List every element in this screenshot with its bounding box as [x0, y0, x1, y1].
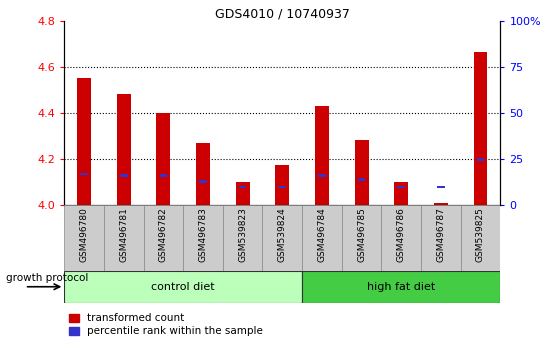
Bar — [315, 106, 329, 205]
Bar — [397, 185, 405, 188]
Bar — [64, 271, 302, 303]
Bar — [104, 205, 144, 271]
Text: GSM496781: GSM496781 — [119, 207, 128, 262]
Bar — [239, 185, 247, 188]
Bar — [196, 143, 210, 205]
Bar — [437, 185, 444, 188]
Text: GSM496782: GSM496782 — [159, 207, 168, 262]
Text: GSM539824: GSM539824 — [278, 207, 287, 262]
Text: GSM496783: GSM496783 — [198, 207, 207, 262]
Bar — [144, 205, 183, 271]
Bar — [318, 175, 326, 177]
Text: GSM496780: GSM496780 — [79, 207, 89, 262]
Text: GSM539823: GSM539823 — [238, 207, 247, 262]
Bar — [263, 205, 302, 271]
Text: GSM496784: GSM496784 — [318, 207, 326, 262]
Bar — [80, 173, 88, 175]
Bar — [236, 182, 249, 205]
Bar — [358, 178, 366, 181]
Bar — [159, 175, 167, 177]
Bar — [381, 205, 421, 271]
Bar — [199, 180, 207, 183]
Bar — [183, 205, 223, 271]
Bar — [477, 158, 484, 161]
Bar — [276, 165, 289, 205]
Bar — [64, 205, 104, 271]
Bar — [157, 113, 170, 205]
Bar — [120, 175, 127, 177]
Bar — [302, 205, 342, 271]
Bar — [117, 94, 131, 205]
Bar — [342, 205, 381, 271]
Bar — [278, 185, 286, 188]
Bar — [302, 271, 500, 303]
Bar — [473, 52, 487, 205]
Title: GDS4010 / 10740937: GDS4010 / 10740937 — [215, 7, 350, 20]
Bar — [434, 203, 448, 205]
Text: GSM496787: GSM496787 — [437, 207, 446, 262]
Legend: transformed count, percentile rank within the sample: transformed count, percentile rank withi… — [69, 313, 263, 336]
Bar — [394, 182, 408, 205]
Text: GSM496785: GSM496785 — [357, 207, 366, 262]
Text: control diet: control diet — [151, 282, 215, 292]
Text: GSM496786: GSM496786 — [397, 207, 406, 262]
Bar — [461, 205, 500, 271]
Bar — [77, 78, 91, 205]
Text: high fat diet: high fat diet — [367, 282, 435, 292]
Bar — [223, 205, 263, 271]
Text: GSM539825: GSM539825 — [476, 207, 485, 262]
Text: growth protocol: growth protocol — [6, 273, 88, 283]
Bar — [354, 140, 368, 205]
Bar — [421, 205, 461, 271]
